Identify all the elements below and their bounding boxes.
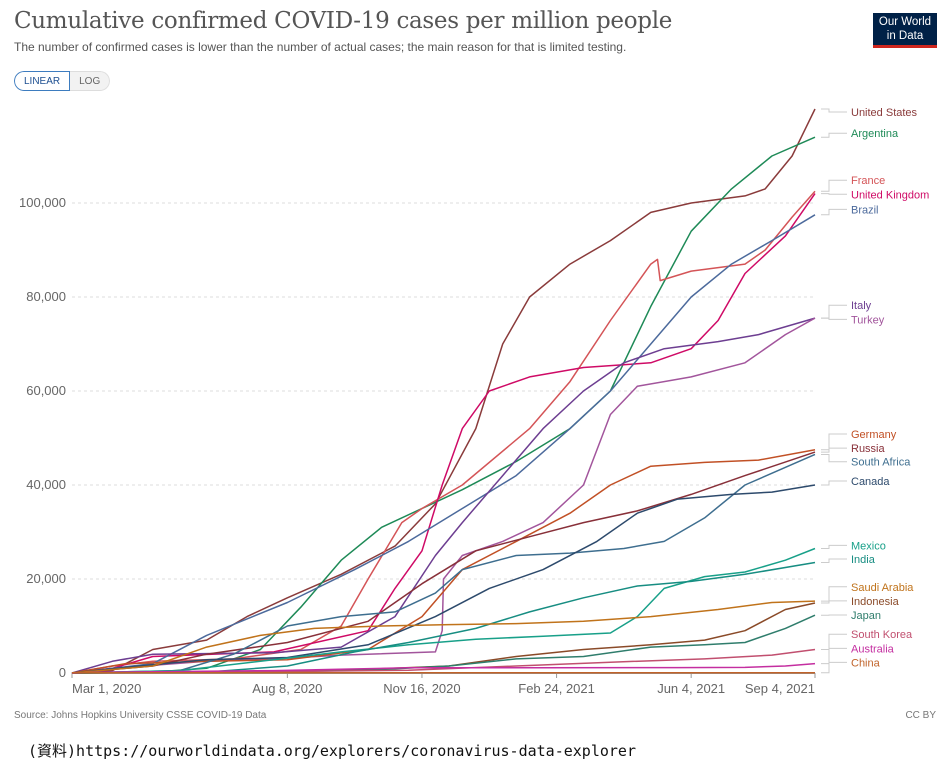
series-line-mexico [71,547,816,674]
series-line-australia [71,662,816,674]
y-tick-label: 40,000 [26,477,66,492]
series-line-russia [71,451,816,674]
series-line-germany [71,449,816,674]
label-connector [821,447,847,453]
label-connector [821,208,847,216]
source-note: Source: Johns Hopkins University CSSE CO… [14,710,267,721]
series-label-china: China [851,657,881,669]
series-line-south-africa [71,453,816,674]
line-chart: 0 20,000 40,000 60,000 80,000 100,000 Mar 1, … [19,107,929,696]
label-connector [821,544,847,549]
label-connector [821,600,847,604]
label-connector [821,433,847,451]
series-label-indonesia: Indonesia [851,596,900,608]
license-link[interactable]: CC BY [905,710,936,721]
scale-toggle: LINEAR LOG [14,71,111,91]
series-label-saudi-arabia: Saudi Arabia [851,582,914,594]
series-label-australia: Australia [851,643,895,655]
y-tick-label: 20,000 [26,571,66,586]
gridlines [72,202,815,580]
y-tick-label: 0 [59,665,66,680]
linear-scale-button[interactable]: LINEAR [14,71,71,91]
chart-title: Cumulative confirmed COVID-19 cases per … [14,8,673,34]
series-label-italy: Italy [851,300,872,312]
series-label-mexico: Mexico [851,540,886,552]
series-label-south-africa: South Africa [851,457,911,469]
y-tick-label: 100,000 [19,195,66,210]
logo-line-1: Our World [878,16,932,28]
label-connector [821,108,847,113]
series-label-france: France [851,175,885,187]
label-connector [821,179,847,192]
series-label-japan: Japan [851,610,881,622]
label-connector [821,647,847,665]
series-line-france [71,190,816,674]
label-connector [821,304,847,319]
label-connector [821,558,847,564]
series-line-india [71,561,816,674]
series-label-brazil: Brazil [851,204,879,216]
x-tick-label: Mar 1, 2020 [72,681,141,696]
y-tick-label: 60,000 [26,383,66,398]
logo-line-2: in Data [886,30,924,42]
series-line-canada [71,484,816,674]
label-connector [821,132,847,138]
chart-subtitle: The number of confirmed cases is lower t… [14,40,627,54]
series-label-canada: Canada [851,476,890,488]
log-scale-button[interactable]: LOG [70,71,111,91]
x-tick-label: Nov 16, 2020 [383,681,460,696]
x-tick-label: Sep 4, 2021 [745,681,815,696]
series-label-germany: Germany [851,429,897,441]
y-tick-label: 80,000 [26,289,66,304]
x-tick-label: Jun 4, 2021 [657,681,725,696]
label-connector [821,633,847,650]
label-connector [821,661,847,674]
label-connector [821,453,847,463]
series-label-south-korea: South Korea [851,629,913,641]
x-axis: Mar 1, 2020 Aug 8, 2020 Nov 16, 2020 Feb 24… [71,673,816,696]
series-line-united-states [71,108,816,674]
series-labels: United States Argentina France United Kingd… [821,107,929,674]
series-lines [71,108,816,674]
footnote-url: (資料)https://ourworldindata.org/explorers… [28,742,636,760]
x-tick-label: Aug 8, 2020 [252,681,322,696]
series-label-argentina: Argentina [851,128,899,140]
series-label-united-kingdom: United Kingdom [851,189,929,201]
series-line-saudi-arabia [71,600,816,674]
label-connector [821,480,847,486]
label-connector [821,586,847,602]
x-tick-label: Feb 24, 2021 [518,681,595,696]
label-connector [821,193,847,195]
series-label-russia: Russia [851,443,886,455]
series-label-united-states: United States [851,107,918,119]
y-axis: 0 20,000 40,000 60,000 80,000 100,000 [19,195,66,680]
owid-logo[interactable]: Our World in Data [873,13,937,48]
series-label-turkey: Turkey [851,314,885,326]
label-connector [821,317,847,320]
series-line-brazil [71,214,816,674]
series-label-india: India [851,554,876,566]
series-line-argentina [71,136,816,674]
